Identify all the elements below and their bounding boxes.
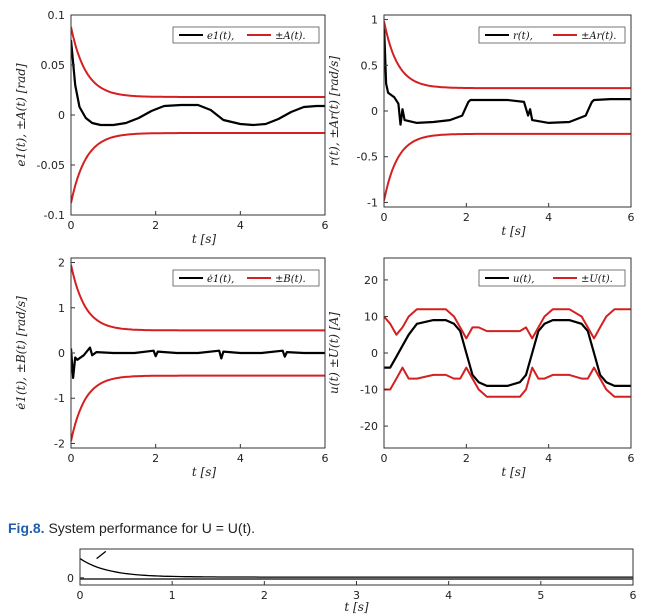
x-axis-label: t [s] [192,232,216,246]
x-axis-label: t [s] [501,224,525,238]
series-line-3 [71,132,325,204]
series-line-2 [71,26,325,98]
y-tick-label: 0 [67,572,74,585]
legend: u(t), ±U(t). [478,269,626,287]
series-group [71,26,325,204]
plot-frame [383,14,632,208]
x-tick-label: 4 [545,452,552,465]
x-tick-label: 2 [261,589,268,602]
panel-2: 0 2 4 6 -1 -0.5 0 0.5 1 t [s] r(t), ±Ar(t) [rad/s]… [327,14,635,238]
series-line-3 [384,366,631,398]
x-tick-label: 0 [68,452,75,465]
y-tick-label: -10 [360,384,378,397]
legend-entry-bound: ±B(t). [275,274,306,285]
legend-box [172,26,320,44]
legend-entry-signal: e1(t), [207,31,234,42]
series-line-3 [96,550,107,560]
panel-1: 0 2 4 6 -0.1 -0.05 0 0.05 0.1 t [s] e1(t), ±A(t) [… [14,9,329,246]
x-tick-label: 2 [152,452,159,465]
y-axis-label: u(t) ±U(t) [A] [327,312,341,394]
x-axis-label: t [s] [344,600,368,614]
x-tick-label: 0 [77,589,84,602]
y-tick-label: 10 [364,310,378,323]
x-tick-label: 6 [628,452,635,465]
legend: ė1(t), ±B(t). [172,269,320,287]
series-line-1 [71,346,325,379]
figure-caption: Fig.8. System performance for U = U(t). [8,520,255,536]
legend-box [172,269,320,287]
x-tick-label: 5 [537,589,544,602]
x-tick-label: 4 [237,452,244,465]
legend: e1(t), ±A(t). [172,26,320,44]
x-tick-label: 4 [445,589,452,602]
x-tick-label: 2 [152,219,159,232]
panel-5: 0 1 2 3 4 5 6 0 t [s] [67,548,637,614]
series-group [384,308,631,398]
series-group [71,264,325,442]
y-tick-label: 1 [58,302,65,315]
legend-entry-bound: ±U(t). [581,274,613,285]
panel-4: 0 2 4 6 -20 -10 0 10 20 t [s] u(t) ±U(t) [A] u(t), ±… [327,257,635,479]
y-tick-label: -0.5 [357,151,378,164]
y-tick-label: -1 [54,392,65,405]
series-line-1 [384,24,631,126]
y-tick-label: -0.1 [44,209,65,222]
y-tick-label: -2 [54,437,65,450]
x-tick-label: 3 [353,589,360,602]
y-tick-label: -20 [360,420,378,433]
y-tick-label: -1 [367,196,378,209]
x-tick-label: 0 [68,219,75,232]
y-tick-label: 0 [58,109,65,122]
legend-entry-signal: u(t), [513,274,534,285]
x-tick-label: 1 [169,589,176,602]
y-axis-label: r(t), ±Ar(t) [rad/s] [327,56,341,166]
series-group [80,550,633,580]
y-axis-label: e1(t), ±A(t) [rad] [14,63,28,167]
y-tick-label: 1 [371,14,378,27]
x-tick-label: 6 [322,452,329,465]
y-tick-label: 0.1 [48,9,66,22]
y-tick-label: -0.05 [37,159,65,172]
series-line-2 [384,21,631,90]
x-tick-label: 2 [463,211,470,224]
x-tick-label: 0 [381,452,388,465]
y-tick-label: 0 [371,105,378,118]
y-tick-label: 0 [371,347,378,360]
y-tick-label: 20 [364,274,378,287]
series-line-3 [384,132,631,201]
x-tick-label: 4 [545,211,552,224]
panel-3: 0 2 4 6 -2 -1 0 1 2 t [s] ė1(t), ±B(t) [rad/s] ė1(t… [14,257,329,479]
x-tick-label: 4 [237,219,244,232]
caption-label: Fig.8. [8,520,45,536]
y-tick-label: 0.05 [41,59,66,72]
y-axis-label: ė1(t), ±B(t) [rad/s] [14,296,28,410]
x-tick-label: 6 [322,219,329,232]
series-line-2 [384,308,631,340]
series-line-1 [384,319,631,387]
legend-entry-signal: ė1(t), [207,274,234,285]
x-tick-label: 0 [381,211,388,224]
legend-entry-bound: ±Ar(t). [581,31,616,42]
x-axis-label: t [s] [501,465,525,479]
legend-box [478,269,626,287]
legend: r(t), ±Ar(t). [478,26,626,44]
x-tick-label: 2 [463,452,470,465]
series-line-3 [71,374,325,442]
series-line-1 [71,39,325,127]
series-group [384,21,631,201]
y-tick-label: 0.5 [361,59,379,72]
series-line-1 [80,558,633,578]
caption-text: System performance for U = U(t). [44,520,256,536]
x-axis-label: t [s] [192,465,216,479]
legend-entry-bound: ±A(t). [275,31,306,42]
x-tick-label: 6 [630,589,637,602]
series-line-2 [71,264,325,332]
y-tick-label: 2 [58,257,65,270]
x-tick-label: 6 [628,211,635,224]
legend-box [478,26,626,44]
y-tick-label: 0 [58,347,65,360]
legend-entry-signal: r(t), [513,31,533,42]
